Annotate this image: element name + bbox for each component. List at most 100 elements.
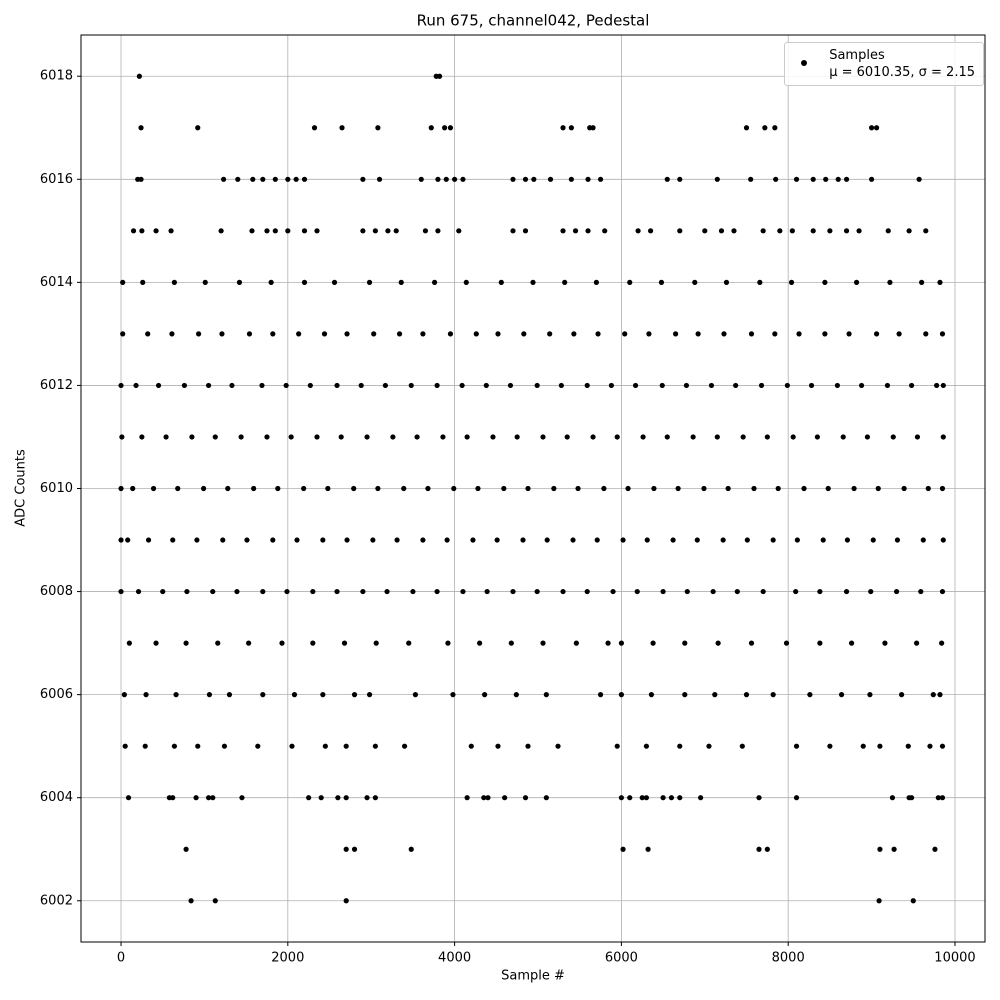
point — [293, 176, 299, 182]
point — [677, 795, 683, 801]
point — [573, 640, 579, 646]
point — [540, 434, 546, 440]
point — [905, 743, 911, 749]
point — [634, 588, 640, 595]
point — [835, 176, 841, 182]
point — [712, 692, 718, 698]
point — [521, 331, 527, 337]
point — [843, 588, 850, 595]
point — [464, 795, 470, 801]
point — [420, 537, 426, 543]
point — [139, 228, 145, 234]
point — [436, 73, 443, 79]
point — [918, 588, 924, 595]
point — [758, 382, 765, 389]
point — [390, 434, 396, 440]
point — [901, 485, 907, 492]
point — [940, 537, 946, 543]
point — [914, 640, 920, 646]
point — [168, 228, 174, 234]
x-tick-label: 6000 — [605, 951, 638, 966]
point — [910, 898, 916, 904]
point — [525, 485, 531, 492]
point — [373, 640, 379, 646]
point — [793, 795, 800, 801]
point — [406, 640, 412, 646]
point — [125, 537, 131, 543]
point — [339, 125, 345, 131]
point — [873, 125, 880, 131]
point — [597, 692, 604, 698]
point — [118, 382, 124, 389]
point — [743, 692, 750, 698]
point — [920, 537, 926, 543]
point — [294, 537, 300, 543]
point — [284, 588, 290, 595]
point — [620, 537, 626, 543]
point — [677, 228, 683, 234]
point — [783, 640, 790, 646]
x-tick-label: 8000 — [772, 951, 805, 966]
point — [251, 485, 257, 492]
point — [790, 434, 796, 440]
point — [572, 228, 579, 234]
point — [183, 846, 189, 852]
point — [343, 743, 349, 749]
point — [464, 434, 470, 440]
point — [568, 176, 574, 182]
point — [683, 382, 690, 389]
point — [118, 485, 124, 492]
point — [751, 485, 757, 492]
point — [796, 331, 802, 337]
point — [846, 331, 852, 337]
point — [382, 382, 388, 389]
point — [372, 228, 378, 234]
point — [714, 176, 720, 182]
point — [817, 640, 823, 646]
point — [334, 588, 340, 595]
point — [939, 331, 946, 337]
point — [125, 795, 132, 801]
point — [868, 176, 875, 182]
point — [575, 485, 581, 492]
point — [646, 331, 652, 337]
point — [777, 228, 783, 234]
point — [468, 743, 474, 749]
point — [884, 382, 891, 389]
point — [122, 743, 128, 749]
point — [410, 588, 416, 595]
x-tick-label: 4000 — [438, 951, 471, 966]
point — [442, 125, 448, 131]
point — [481, 795, 487, 801]
point — [425, 485, 431, 492]
point — [301, 279, 308, 285]
point — [684, 588, 690, 595]
point — [909, 382, 915, 389]
point — [322, 743, 328, 749]
point — [584, 588, 590, 595]
point — [272, 176, 278, 182]
point — [522, 176, 529, 182]
point — [145, 537, 152, 543]
point — [221, 176, 227, 182]
point — [320, 537, 326, 543]
point — [772, 331, 778, 337]
point — [445, 640, 451, 646]
point — [139, 434, 145, 440]
point — [130, 485, 136, 492]
point — [215, 640, 221, 646]
point — [171, 279, 178, 285]
point — [235, 176, 241, 182]
point — [590, 125, 596, 131]
point — [255, 743, 261, 749]
point — [360, 176, 366, 182]
point — [793, 743, 800, 749]
point — [793, 176, 800, 182]
point — [597, 176, 604, 182]
point — [723, 279, 730, 285]
point — [477, 640, 483, 646]
plot-frame — [80, 34, 986, 943]
point — [118, 537, 124, 543]
point — [721, 331, 727, 337]
